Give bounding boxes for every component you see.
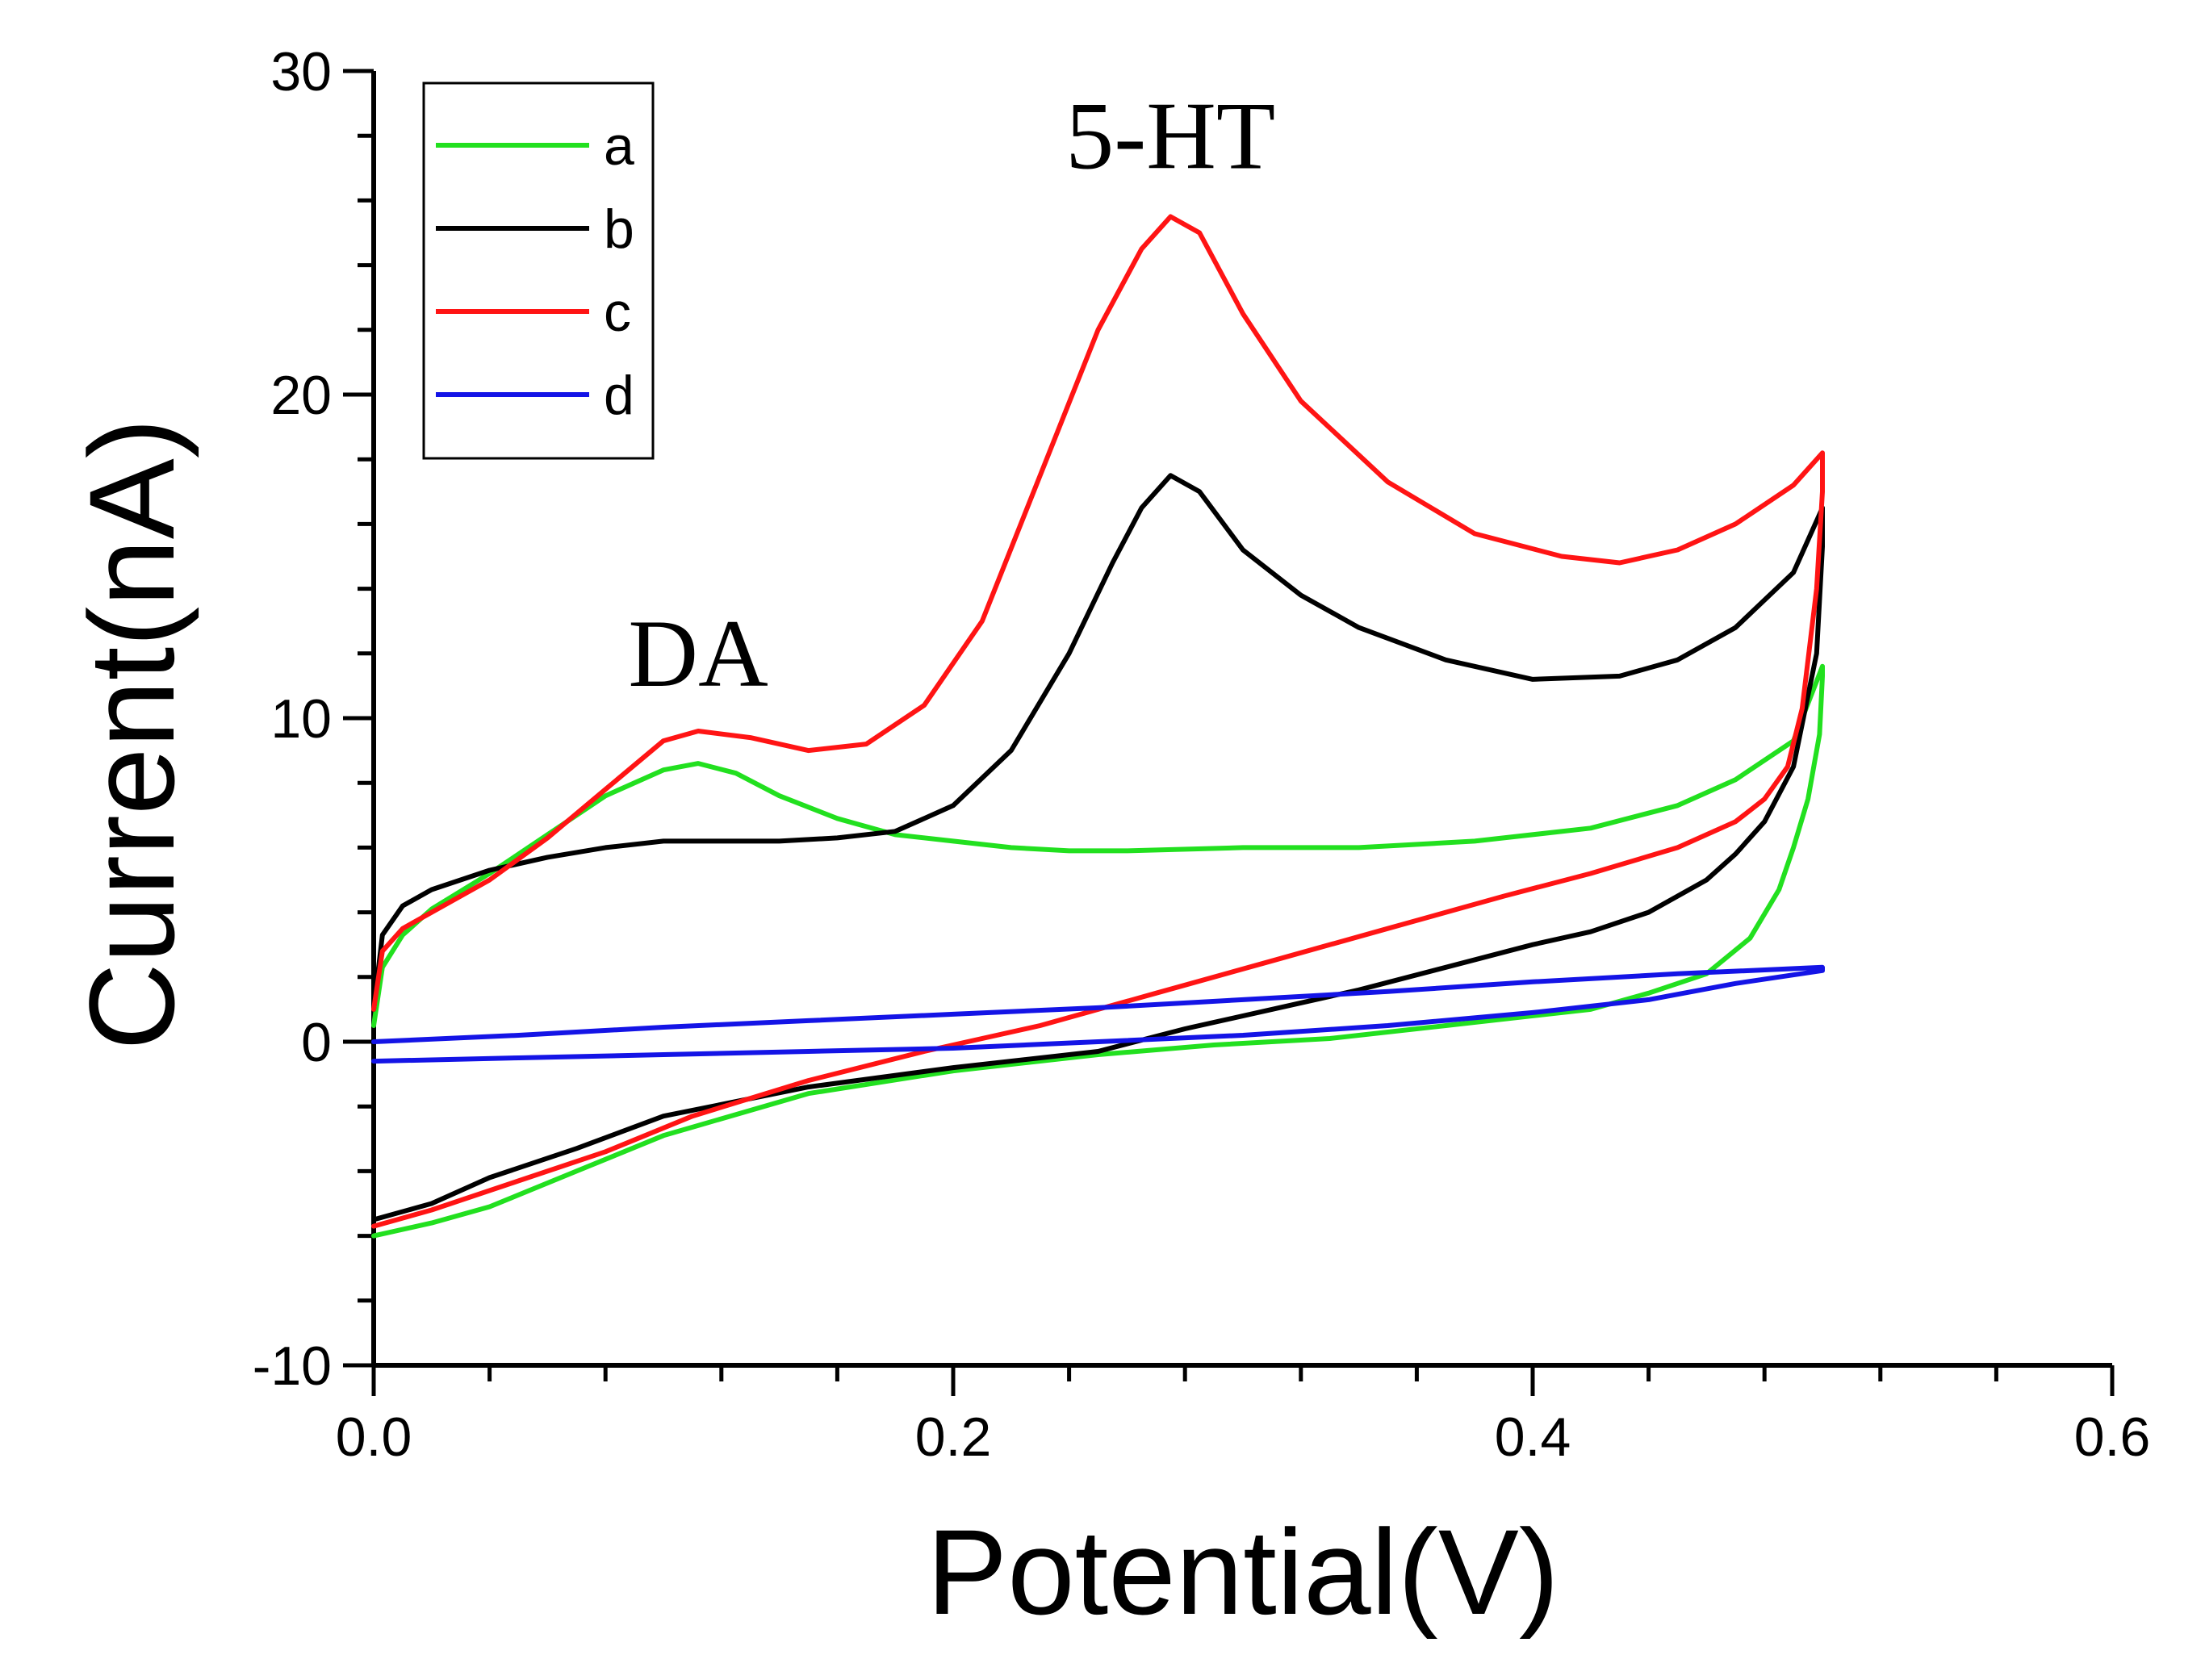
x-tick-label: 0.6: [2074, 1406, 2151, 1468]
legend-label-a: a: [604, 115, 634, 177]
series-b-line: [371, 473, 1825, 1222]
annotation-da: DA: [628, 600, 768, 707]
series-d-line: [371, 964, 1825, 1064]
y-tick-label: 10: [270, 688, 332, 750]
x-axis-title: Potential(V): [927, 1504, 1559, 1640]
legend-label-c: c: [604, 282, 631, 343]
y-tick-label: 0: [301, 1012, 332, 1073]
y-tick-label: 20: [270, 365, 332, 426]
legend-label-b: b: [604, 199, 634, 260]
y-tick-label: -10: [253, 1335, 332, 1397]
legend-label-d: d: [604, 365, 634, 426]
y-tick-label: 30: [270, 41, 332, 102]
y-axis-title: Current(nA): [64, 418, 199, 1051]
series-c-line: [371, 214, 1825, 1229]
x-tick-label: 0.0: [336, 1406, 412, 1468]
series-a-line: [371, 663, 1825, 1239]
x-tick-label: 0.4: [1495, 1406, 1571, 1468]
x-tick-label: 0.2: [915, 1406, 992, 1468]
series-layer: [371, 214, 1825, 1239]
annotation-5-ht: 5-HT: [1065, 81, 1275, 189]
ticks: -10 0 10 20 30 0.0 0.2 0.4 0.6: [253, 41, 2151, 1468]
annotations: 5-HT DA: [628, 81, 1275, 707]
